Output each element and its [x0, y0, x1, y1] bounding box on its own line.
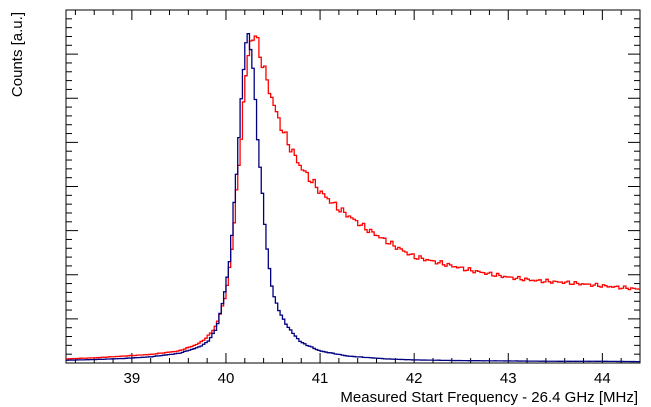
x-tick-label: 43 — [500, 370, 517, 387]
x-axis-label: Measured Start Frequency - 26.4 GHz [MHz… — [340, 389, 638, 406]
series-group — [66, 33, 640, 363]
plot-frame — [65, 9, 641, 364]
histogram-series-2 — [66, 33, 640, 363]
histogram-series-1 — [66, 35, 640, 360]
x-tick-label: 41 — [312, 370, 329, 387]
x-tick-labels: 39 40 41 42 43 44 — [124, 370, 611, 387]
x-tick-label: 44 — [594, 370, 611, 387]
y-axis-label: Counts [a.u.] — [9, 12, 26, 97]
x-tick-label: 39 — [124, 370, 141, 387]
x-tick-label: 40 — [218, 370, 235, 387]
axis-ticks — [66, 9, 641, 364]
x-tick-label: 42 — [406, 370, 423, 387]
